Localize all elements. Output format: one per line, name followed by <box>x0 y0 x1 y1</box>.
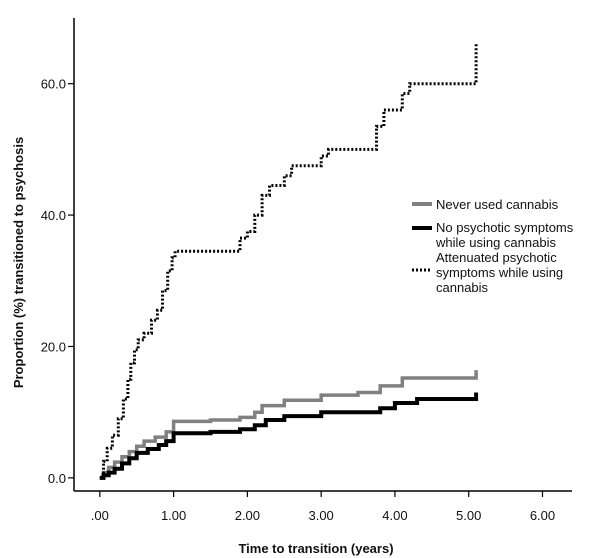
axes: 0.0 20.0 40.0 60.0 .00 1.00 2.00 3.00 4.00 5.00 6.… <box>11 18 572 556</box>
x-axis-title: Time to transition (years) <box>238 541 393 556</box>
x-tick-label: 6.00 <box>530 508 555 523</box>
y-tick-label: 40.0 <box>41 208 66 223</box>
x-tick-label: 2.00 <box>235 508 260 523</box>
curves <box>99 44 479 480</box>
series-1-curve <box>99 392 479 480</box>
legend-label-never-used: Never used cannabis <box>436 197 559 212</box>
y-tick-label: 0.0 <box>48 471 66 486</box>
y-axis-title: Proportion (%) transitioned to psychosis <box>11 137 26 388</box>
series-0-curve <box>99 370 478 480</box>
leg2-line: while using cannabis <box>435 235 556 250</box>
x-tick-label: 5.00 <box>456 508 481 523</box>
leg2-line: No psychotic symptoms <box>436 220 574 235</box>
y-tick-label: 60.0 <box>41 77 66 92</box>
x-tick-label: .00 <box>91 508 109 523</box>
leg3-line: cannabis <box>436 280 489 295</box>
leg3-line: symptoms while using <box>436 265 563 280</box>
x-tick-label: 3.00 <box>308 508 333 523</box>
legend: Never used cannabis No psychotic symptom… <box>412 197 574 295</box>
leg3-line: Attenuated psychotic <box>436 250 557 265</box>
legend-label-attenuated: Attenuated psychotic symptoms while using… <box>436 250 563 295</box>
legend-label-no-psychotic: No psychotic symptoms while using cannabi… <box>435 220 574 250</box>
x-tick-label: 4.00 <box>382 508 407 523</box>
y-tick-label: 20.0 <box>41 339 66 354</box>
series-2-curve <box>99 44 478 480</box>
x-tick-label: 1.00 <box>161 508 186 523</box>
